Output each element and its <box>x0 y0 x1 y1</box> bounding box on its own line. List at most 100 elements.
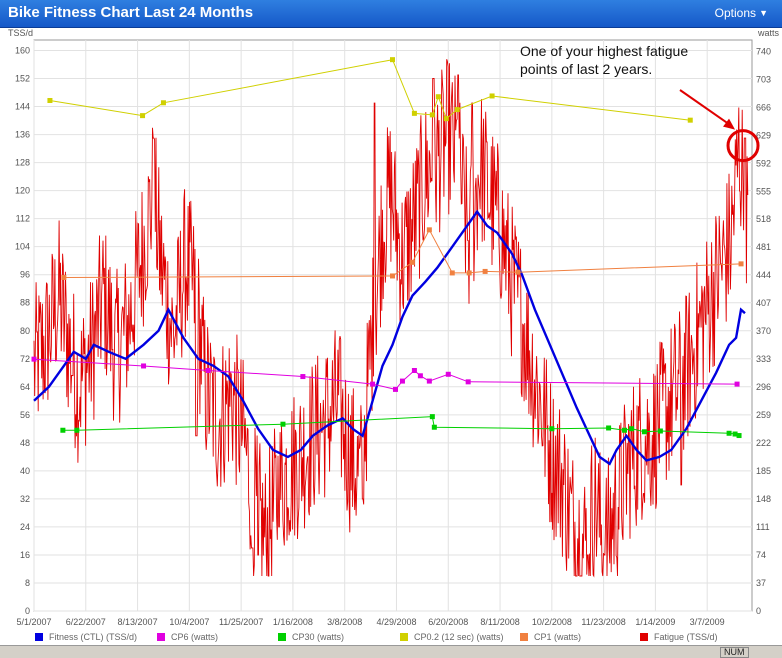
series-marker <box>429 112 435 118</box>
series-marker <box>426 227 432 233</box>
left-axis-tick-label: 88 <box>20 298 30 308</box>
series-marker <box>622 427 628 433</box>
x-axis-tick-label: 10/4/2007 <box>169 617 209 627</box>
series-marker <box>734 381 740 387</box>
x-axis-tick-label: 3/8/2008 <box>327 617 362 627</box>
annotation-line-2: points of last 2 years. <box>520 61 653 77</box>
annotation-line-1: One of your highest fatigue <box>520 43 689 59</box>
left-axis-tick-label: 0 <box>25 606 30 616</box>
annotation-arrow-head <box>723 118 736 130</box>
legend-swatch <box>400 633 408 641</box>
left-axis-tick-label: 72 <box>20 354 30 364</box>
series-marker <box>465 379 471 385</box>
series-marker <box>411 110 417 116</box>
series-marker <box>141 363 147 369</box>
series-marker <box>205 367 211 373</box>
options-menu-button[interactable]: Options <box>714 6 756 20</box>
fitness-chart: 0 8 16 24 32 40 48 56 64 72 80 88 96 104 112 120 128 136 1… <box>8 28 780 627</box>
right-axis-tick-label: 444 <box>756 270 771 280</box>
x-axis-tick-label: 11/23/2008 <box>581 617 625 627</box>
right-axis-tick-label: 592 <box>756 158 771 168</box>
left-axis-tick-label: 32 <box>20 494 30 504</box>
right-axis-tick-label: 148 <box>756 494 771 504</box>
series-marker <box>426 378 432 384</box>
left-axis-tick-label: 24 <box>20 522 30 532</box>
x-axis-tick-label: 8/13/2007 <box>118 617 158 627</box>
left-axis-label: TSS/d <box>8 28 33 38</box>
series-marker <box>515 269 521 275</box>
left-axis-tick-label: 152 <box>15 74 30 84</box>
x-axis-tick-label: 8/11/2008 <box>480 617 519 627</box>
x-axis-tick-label: 10/2/2008 <box>532 617 572 627</box>
annotation-text: One of your highest fatigue points of la… <box>520 42 688 78</box>
series-marker <box>160 100 166 106</box>
legend-swatch <box>520 633 528 641</box>
left-axis-tick-label: 8 <box>25 578 30 588</box>
legend-label: Fatigue (TSS/d) <box>654 632 718 642</box>
series-marker <box>429 414 435 420</box>
series-marker <box>409 259 415 265</box>
series-marker <box>736 433 742 439</box>
right-axis-tick-label: 370 <box>756 326 771 336</box>
series-marker <box>489 93 495 99</box>
series-marker <box>300 374 306 380</box>
series-marker <box>443 116 449 122</box>
legend-item: CP1 (watts) <box>520 630 581 644</box>
series-marker <box>449 270 455 276</box>
legend-item: Fatigue (TSS/d) <box>640 630 718 644</box>
x-axis-tick-label: 1/16/2008 <box>273 617 313 627</box>
series-marker <box>726 430 732 436</box>
right-axis-tick-label: 407 <box>756 298 771 308</box>
series-marker <box>411 367 417 373</box>
right-axis-tick-label: 0 <box>756 606 761 616</box>
series-marker <box>687 117 693 123</box>
right-axis-tick-label: 703 <box>756 74 771 84</box>
legend-swatch <box>157 633 165 641</box>
right-axis-tick-label: 629 <box>756 130 771 140</box>
legend-label: CP30 (watts) <box>292 632 345 642</box>
right-axis-tick-label: 518 <box>756 214 771 224</box>
legend-swatch <box>35 633 43 641</box>
series-marker <box>280 421 286 427</box>
series-marker <box>399 378 405 384</box>
right-axis-tick-label: 185 <box>756 466 771 476</box>
series-marker <box>392 386 398 392</box>
right-axis-tick-label: 333 <box>756 354 771 364</box>
series-marker <box>657 428 663 434</box>
series-marker <box>606 425 612 431</box>
left-axis-tick-label: 96 <box>20 270 30 280</box>
legend-label: CP6 (watts) <box>171 632 219 642</box>
num-lock-indicator: NUM <box>720 647 749 658</box>
right-axis-tick-label: 259 <box>756 410 771 420</box>
left-axis-tick-label: 104 <box>15 242 30 252</box>
x-axis-tick-label: 4/29/2008 <box>376 617 416 627</box>
left-axis-tick-label: 56 <box>20 410 30 420</box>
x-axis-tick-label: 1/14/2009 <box>635 617 675 627</box>
left-axis-tick-label: 112 <box>16 214 30 224</box>
right-axis-label: watts <box>757 28 780 38</box>
legend-swatch <box>278 633 286 641</box>
series-marker <box>732 431 738 437</box>
options-dropdown-icon[interactable]: ▼ <box>759 8 768 18</box>
x-axis-tick-label: 6/22/2007 <box>66 617 106 627</box>
x-axis-tick-label: 6/20/2008 <box>428 617 468 627</box>
legend-item: CP6 (watts) <box>157 630 218 644</box>
legend-label: CP1 (watts) <box>534 632 582 642</box>
right-axis-tick-label: 481 <box>756 242 771 252</box>
legend-item: Fitness (CTL) (TSS/d) <box>35 630 137 644</box>
left-axis-tick-label: 40 <box>20 466 30 476</box>
series-marker <box>31 356 37 362</box>
series-marker <box>454 107 460 113</box>
series-marker <box>61 274 67 280</box>
highlight-circle <box>726 129 760 163</box>
left-axis-tick-label: 136 <box>15 130 30 140</box>
plot-area <box>33 39 753 612</box>
right-axis-tick-label: 555 <box>756 186 771 196</box>
left-axis-tick-label: 160 <box>15 46 30 56</box>
x-axis-tick-label: 11/25/2007 <box>219 617 263 627</box>
left-axis-tick-label: 128 <box>15 158 30 168</box>
series-marker <box>482 268 488 274</box>
title-bar: Bike Fitness Chart Last 24 Months Option… <box>0 0 782 28</box>
left-axis-tick-label: 80 <box>20 326 30 336</box>
